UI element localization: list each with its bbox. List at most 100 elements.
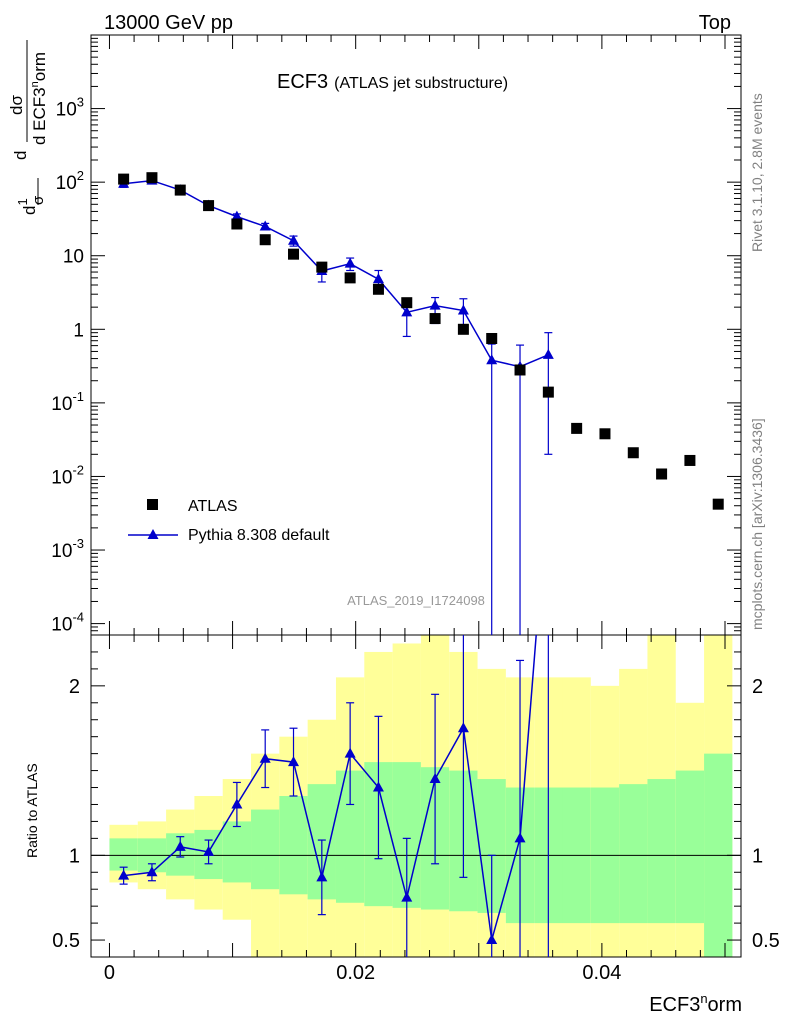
- y-tick-label-main: 1: [73, 320, 84, 341]
- y-tick-label-exponent: -3: [72, 536, 84, 551]
- svg-text:d: d: [11, 151, 30, 160]
- y-tick-label-base: 10: [56, 100, 77, 121]
- pythia-ratio-point: [288, 756, 300, 767]
- atlas-point: [684, 454, 696, 466]
- atlas-point: [288, 248, 300, 260]
- pythia-ratio-point: [372, 781, 384, 792]
- legend: ATLAS Pythia 8.308 default: [128, 498, 330, 544]
- pythia-ratio-point: [203, 845, 215, 856]
- legend-marker-atlas: [147, 499, 158, 510]
- svg-text:dσ: dσ: [7, 95, 26, 115]
- x-tick-label: 0: [104, 962, 115, 984]
- pythia-ratio-point: [118, 869, 130, 880]
- atlas-point: [656, 468, 668, 480]
- y-tick-label-ratio-right: 1: [752, 845, 763, 867]
- band-inner-bin: [109, 838, 138, 871]
- pythia-ratio-point: [514, 832, 526, 843]
- pythia-series-main: [118, 174, 554, 635]
- legend-label-pythia: Pythia 8.308 default: [188, 527, 330, 544]
- atlas-point: [486, 332, 498, 344]
- atlas-point: [316, 261, 328, 273]
- legend-marker-pythia: [147, 529, 159, 539]
- y-tick-label-main: 10-2: [51, 462, 84, 488]
- pythia-point: [231, 210, 243, 221]
- band-inner-bin: [251, 809, 280, 890]
- pythia-series-ratio: [118, 635, 549, 957]
- pythia-line: [123, 179, 549, 368]
- y-tick-label-ratio: 1: [69, 845, 80, 867]
- pythia-point: [401, 306, 413, 317]
- band-inner-bin: [279, 796, 308, 895]
- y-tick-label-exponent: 3: [77, 95, 84, 110]
- ratio-clipped-group: [118, 635, 549, 957]
- atlas-point: [259, 234, 271, 246]
- header-left-label: 13000 GeV pp: [104, 12, 233, 34]
- atlas-point: [457, 323, 469, 335]
- y-tick-label-main: 10-3: [51, 536, 84, 562]
- ratio-panel-frame: [90, 634, 742, 958]
- pythia-ratio-point: [457, 722, 469, 733]
- atlas-point: [174, 184, 186, 196]
- band-inner-bin: [619, 784, 648, 924]
- svg-text:σ: σ: [30, 195, 47, 205]
- pythia-ratio-point: [316, 871, 328, 882]
- pythia-ratio-point: [486, 934, 498, 945]
- pythia-point: [259, 220, 271, 231]
- y-tick-label-ratio-right: 2: [752, 676, 763, 698]
- y-tick-label-base: 10: [51, 541, 72, 562]
- y-tick-label-main: 10-4: [51, 610, 84, 636]
- pythia-ratio-point: [429, 773, 441, 784]
- axis-ticks: [91, 35, 741, 958]
- y-tick-label-main: 102: [56, 168, 84, 194]
- svg-text:d ECF3norm: d ECF3norm: [29, 52, 49, 145]
- pythia-point: [457, 304, 469, 315]
- y-tick-label-base: 10: [51, 394, 72, 415]
- atlas-point: [599, 428, 611, 440]
- pythia-ratio-point: [259, 752, 271, 763]
- atlas-point: [146, 172, 158, 184]
- pythia-ratio-point: [174, 840, 186, 851]
- y-tick-label-exponent: 2: [77, 168, 84, 183]
- pythia-point: [288, 234, 300, 245]
- y-axis-label-ratio: Ratio to ATLAS: [24, 763, 40, 858]
- pythia-point: [486, 354, 498, 365]
- legend-label-atlas: ATLAS: [188, 498, 238, 515]
- pythia-ratio-point: [344, 747, 356, 758]
- y-tick-label-base: 10: [56, 173, 77, 194]
- band-inner-bin: [222, 821, 252, 883]
- chart-title: ECF3 (ATLAS jet substructure): [277, 71, 508, 93]
- y-tick-label-ratio-right: 0.5: [752, 930, 780, 952]
- pythia-point: [344, 257, 356, 268]
- chart-title-main: ECF3: [277, 71, 328, 93]
- rivet-version-label: Rivet 3.1.10, 2.8M events: [749, 93, 765, 252]
- y-tick-label-main: 103: [56, 95, 84, 121]
- y-tick-label-ratio: 2: [69, 676, 80, 698]
- atlas-point: [231, 218, 243, 230]
- atlas-point: [401, 297, 413, 309]
- atlas-point: [203, 200, 215, 212]
- x-tick-label: 0.02: [336, 962, 375, 984]
- analysis-id: ATLAS_2019_I1724098: [347, 593, 485, 608]
- y-tick-label-exponent: -4: [72, 610, 84, 625]
- band-inner-bin: [675, 770, 705, 924]
- y-tick-label-base: 10: [51, 615, 72, 636]
- atlas-point: [571, 422, 583, 434]
- y-tick-label-exponent: -1: [72, 389, 84, 404]
- pythia-ratio-point: [401, 891, 413, 902]
- atlas-point: [344, 272, 356, 284]
- atlas-point: [118, 173, 130, 185]
- y-tick-label-exponent: -2: [72, 462, 84, 477]
- atlas-point: [712, 498, 724, 510]
- y-tick-label-ratio: 0.5: [52, 930, 80, 952]
- atlas-series-main: [118, 172, 724, 510]
- atlas-point: [372, 283, 384, 295]
- y-tick-label-main: 10: [63, 247, 84, 268]
- x-tick-label: 0.04: [582, 962, 621, 984]
- atlas-point: [514, 364, 526, 376]
- pythia-point: [372, 273, 384, 284]
- atlas-point: [542, 386, 554, 398]
- pythia-ratio-line: [123, 635, 537, 941]
- y-axis-label-main: d1 σ d dσ d ECF3norm: [7, 40, 49, 215]
